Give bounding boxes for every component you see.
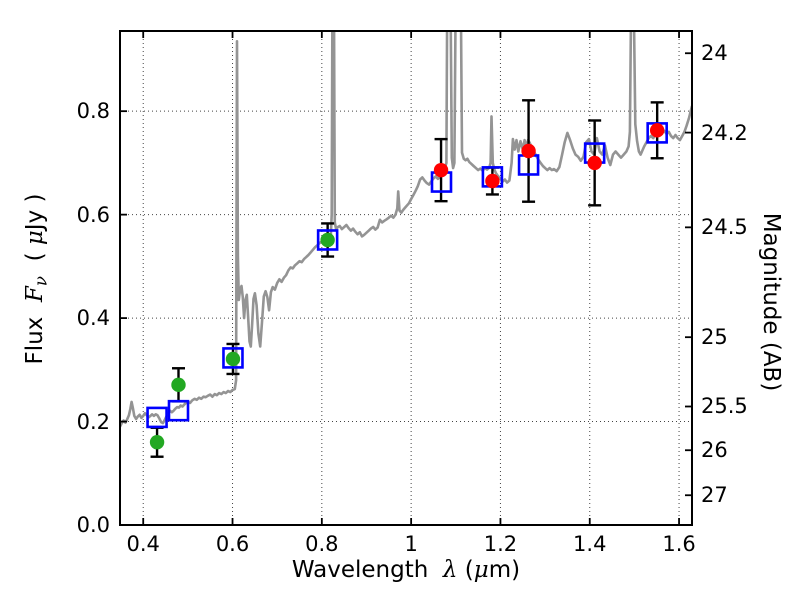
plot-border <box>119 30 693 526</box>
axis-label-segment: ( <box>457 557 474 583</box>
y-tick-label-magnitude: 27 <box>701 483 728 508</box>
y-tick-label-magnitude: 25.5 <box>701 394 748 419</box>
y-tick-label-flux: 0.0 <box>76 513 110 537</box>
model-photometry-square <box>146 406 168 429</box>
observed-infrared-point <box>521 143 536 159</box>
y-tick-label-magnitude: 24.2 <box>701 120 748 145</box>
tick-marks <box>120 31 692 526</box>
observed-optical-point <box>171 377 186 393</box>
axis-label-segment: ν <box>31 276 51 287</box>
y-tick-label-magnitude: 24 <box>701 41 728 66</box>
observed-optical-point <box>149 435 165 450</box>
x-tick-label: 1.4 <box>573 532 607 556</box>
observed-infrared-point <box>587 155 602 171</box>
y-axis-label-flux: Flux Fν ( μJy ) <box>22 119 54 439</box>
model-spectrum-line <box>120 31 692 428</box>
y-tick-label-flux: 0.4 <box>76 306 110 331</box>
axis-label-segment: F <box>22 286 48 303</box>
axis-label-segment: Wavelength <box>291 557 443 583</box>
axis-label-segment: ( <box>22 245 48 277</box>
y-tick-label-flux: 0.2 <box>76 409 110 434</box>
model-photometry-square <box>222 347 244 369</box>
y-tick-label-magnitude: 25 <box>701 325 728 350</box>
axis-label-segment: m) <box>488 557 521 583</box>
axis-label-segment: μ <box>22 230 48 246</box>
x-tick-label: 1.2 <box>483 532 518 556</box>
axis-label-segment: μ <box>473 557 489 583</box>
observed-infrared-point <box>433 162 449 178</box>
x-tick-label: 0.8 <box>305 532 339 556</box>
observed-optical-point <box>225 351 241 367</box>
observed-infrared-point <box>649 123 665 138</box>
y-tick-label-flux: 0.6 <box>76 202 110 227</box>
model-photometry-square <box>316 229 339 251</box>
y-tick-label-magnitude: 24.5 <box>701 215 748 240</box>
model-photometry-square <box>167 399 190 422</box>
x-tick-label: 0.6 <box>215 532 250 556</box>
x-tick-label: 0.4 <box>126 532 160 556</box>
x-tick-label: 1.6 <box>662 532 696 556</box>
observed-optical-point <box>320 232 335 248</box>
x-tick-label: 1 <box>404 532 418 556</box>
observed-infrared-point <box>485 173 500 189</box>
y-tick-label-flux: 0.8 <box>76 99 110 124</box>
y-tick-label-magnitude: 26 <box>701 438 728 463</box>
axis-label-segment: λ <box>442 557 458 583</box>
x-axis-label: Wavelength λ (μm) <box>120 557 692 583</box>
